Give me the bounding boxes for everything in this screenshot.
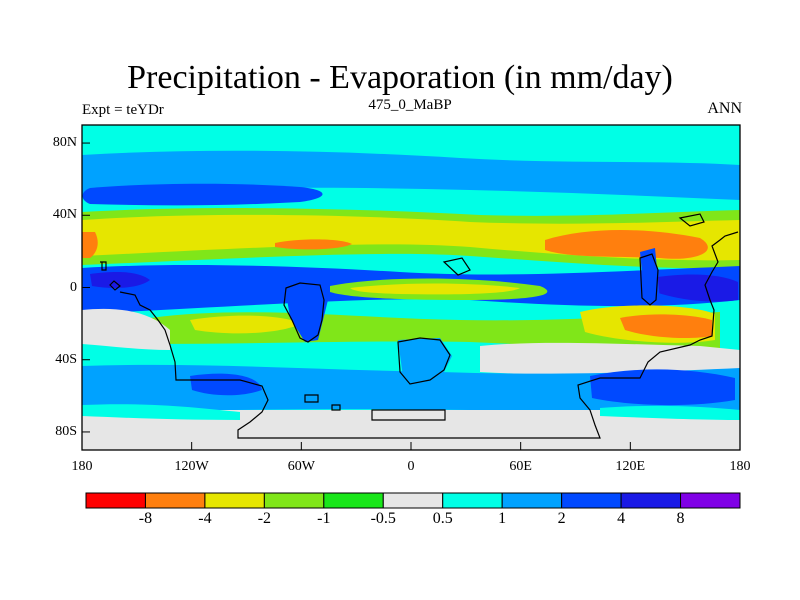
axis-ticks xyxy=(81,142,741,450)
field-north-storm-track xyxy=(82,183,323,206)
continent-outline-1 xyxy=(100,231,739,439)
colorbar-swatch xyxy=(620,492,682,509)
colorbar-swatch xyxy=(263,492,325,509)
colorbar-swatch xyxy=(85,492,146,509)
y-tick-label: 40S xyxy=(55,351,77,367)
y-tick-label: 0 xyxy=(70,279,77,295)
colorbar-swatch xyxy=(561,492,622,509)
colorbar-swatch xyxy=(501,492,563,509)
continent-outline-5 xyxy=(639,253,659,306)
colorbar-label: -4 xyxy=(198,510,212,527)
field-south-orange xyxy=(620,314,712,338)
continent-outline-3 xyxy=(397,337,451,385)
colorbar-label: -2 xyxy=(257,510,272,527)
colorbar-swatch xyxy=(323,492,384,509)
continent-outlines xyxy=(100,213,739,439)
colorbar-label: 2 xyxy=(557,510,566,527)
field-continent-patch-2 xyxy=(398,338,452,384)
period-label: 475_0_MaBP xyxy=(368,97,452,113)
colorbar-label: -1 xyxy=(317,510,331,527)
continent-outline-9 xyxy=(331,404,341,411)
plot-title: Precipitation - Evaporation (in mm/day) xyxy=(127,59,673,96)
colorbar-swatch xyxy=(442,492,503,509)
colorbar-label: 1 xyxy=(498,510,507,527)
x-tick-label: 0 xyxy=(407,459,415,474)
colorbar xyxy=(85,492,741,509)
continent-outline-8 xyxy=(304,394,319,403)
colorbar-swatch xyxy=(382,492,444,509)
colorbar-label: 4 xyxy=(617,510,626,527)
field-north-orange-2 xyxy=(545,230,708,259)
colorbar-label: -0.5 xyxy=(370,510,396,527)
field-south-yellow-1 xyxy=(190,315,300,334)
x-tick-label: 120W xyxy=(174,459,209,474)
continent-outline-7 xyxy=(371,409,446,421)
continent-outline-10 xyxy=(109,280,121,291)
colorbar-swatch xyxy=(144,492,206,509)
y-tick-label: 80N xyxy=(52,135,77,151)
continent-outline-2 xyxy=(283,282,325,343)
field-west-orange xyxy=(82,232,98,258)
field-north-orange-1 xyxy=(275,239,352,250)
y-tick-label: 80S xyxy=(55,423,77,439)
colorbar-swatch xyxy=(680,492,741,509)
season-label: ANN xyxy=(707,100,742,117)
field-south-neutral xyxy=(82,308,740,380)
colorbar-swatch xyxy=(204,492,265,509)
field-south-polar-cyan xyxy=(82,404,740,420)
colorbar-label: -8 xyxy=(138,510,153,527)
colorbar-label: 8 xyxy=(676,510,685,527)
x-tick-label: 120E xyxy=(615,459,646,474)
continent-outline-6 xyxy=(678,213,705,227)
x-tick-label: 180 xyxy=(729,459,751,474)
y-tick-label: 40N xyxy=(52,207,77,223)
x-tick-label: 60W xyxy=(287,459,315,474)
pme-field xyxy=(82,125,740,450)
field-south-storm-track-light xyxy=(82,364,740,413)
continent-outline-4 xyxy=(442,257,471,276)
experiment-label: Expt = teYDr xyxy=(82,102,164,118)
x-tick-label: 60E xyxy=(509,459,532,474)
field-equatorial-yellow xyxy=(350,283,520,295)
colorbar-label: 0.5 xyxy=(432,510,453,527)
x-tick-label: 180 xyxy=(71,459,93,474)
